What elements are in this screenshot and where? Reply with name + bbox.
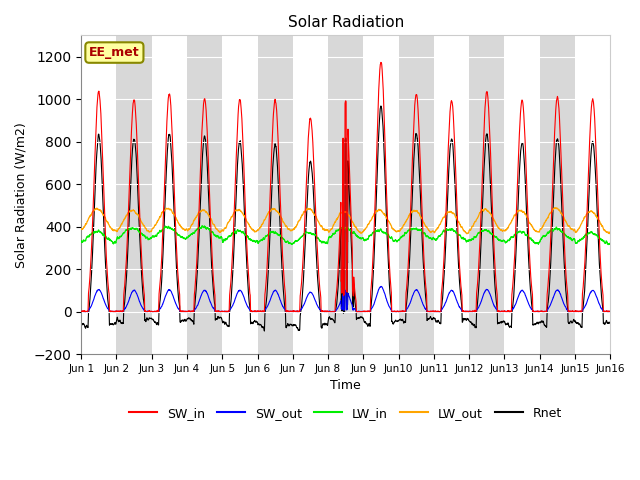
LW_in: [198, 223, 206, 228]
SW_out: [109, 309, 116, 314]
Rnet: [172, 261, 180, 266]
SW_in: [172, 239, 180, 245]
LW_in: [606, 241, 614, 247]
SW_in: [607, 309, 614, 314]
SW_out: [77, 309, 85, 314]
LW_out: [172, 216, 180, 221]
Bar: [540, 36, 575, 354]
Bar: [469, 36, 504, 354]
Rnet: [606, 320, 614, 326]
SW_out: [378, 284, 385, 289]
Legend: SW_in, SW_out, LW_in, LW_out, Rnet: SW_in, SW_out, LW_in, LW_out, Rnet: [124, 402, 567, 425]
Rnet: [607, 320, 614, 326]
Rnet: [77, 321, 85, 326]
SW_in: [508, 309, 515, 314]
Y-axis label: Solar Radiation (W/m2): Solar Radiation (W/m2): [15, 122, 28, 267]
Line: SW_in: SW_in: [81, 62, 611, 312]
LW_out: [605, 231, 613, 237]
SW_in: [435, 309, 443, 314]
LW_out: [77, 226, 85, 232]
LW_out: [552, 205, 559, 211]
SW_out: [465, 309, 472, 314]
Rnet: [260, 328, 268, 334]
LW_in: [605, 241, 612, 247]
SW_out: [607, 309, 614, 314]
Bar: [116, 36, 152, 354]
Line: Rnet: Rnet: [81, 106, 611, 331]
LW_out: [435, 224, 443, 229]
LW_in: [464, 238, 472, 243]
Rnet: [495, 320, 502, 326]
Bar: [611, 36, 640, 354]
LW_in: [77, 238, 85, 244]
Bar: [257, 36, 292, 354]
LW_out: [606, 229, 614, 235]
SW_out: [326, 308, 333, 314]
Line: LW_out: LW_out: [81, 208, 611, 234]
Bar: [187, 36, 222, 354]
LW_in: [607, 240, 614, 246]
SW_out: [435, 309, 443, 314]
SW_in: [77, 309, 85, 314]
Bar: [399, 36, 434, 354]
LW_out: [494, 225, 502, 230]
SW_in: [377, 60, 385, 65]
SW_in: [464, 309, 472, 314]
Line: LW_in: LW_in: [81, 226, 611, 244]
Bar: [328, 36, 364, 354]
Rnet: [435, 319, 443, 325]
LW_in: [326, 234, 333, 240]
LW_out: [607, 229, 614, 235]
Rnet: [465, 316, 472, 322]
SW_in: [494, 308, 502, 314]
LW_in: [435, 233, 443, 239]
SW_out: [173, 302, 180, 308]
LW_out: [464, 230, 472, 236]
SW_in: [606, 308, 614, 314]
LW_in: [172, 230, 180, 236]
Title: Solar Radiation: Solar Radiation: [287, 15, 404, 30]
Text: EE_met: EE_met: [89, 46, 140, 59]
LW_out: [326, 228, 333, 234]
Rnet: [326, 315, 333, 321]
SW_out: [495, 309, 502, 314]
Line: SW_out: SW_out: [81, 287, 611, 312]
Rnet: [377, 103, 385, 109]
LW_in: [494, 236, 502, 242]
SW_out: [606, 309, 614, 314]
SW_in: [326, 309, 333, 314]
X-axis label: Time: Time: [330, 379, 361, 392]
